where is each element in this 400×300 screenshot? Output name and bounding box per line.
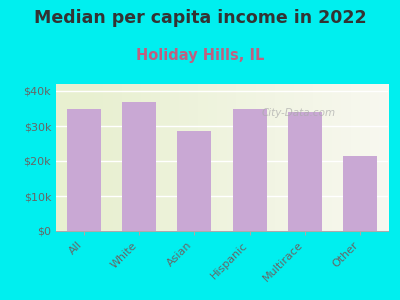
Bar [343,156,378,231]
Bar [288,112,322,231]
Bar [66,109,101,231]
Text: Median per capita income in 2022: Median per capita income in 2022 [34,9,366,27]
Bar [232,109,267,231]
Bar [122,101,156,231]
Text: Holiday Hills, IL: Holiday Hills, IL [136,48,264,63]
Bar [177,131,212,231]
Text: City-Data.com: City-Data.com [261,108,336,118]
